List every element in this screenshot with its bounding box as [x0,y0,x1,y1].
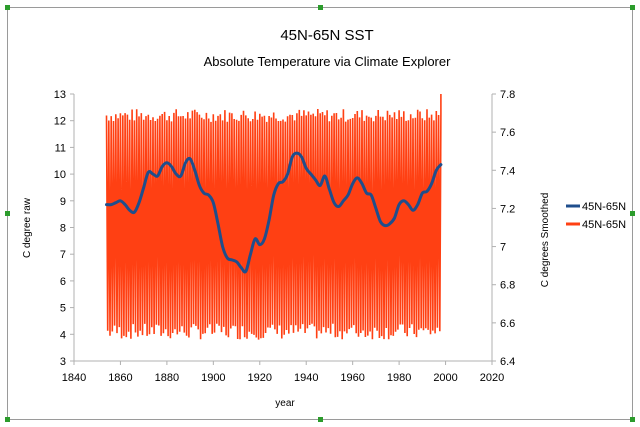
y-left-tick-label: 5 [60,303,66,315]
y-left-tick-label: 9 [60,196,66,208]
handle-top-left[interactable] [5,5,10,10]
smoothed-series-layer [105,151,443,274]
y-left-tick-label: 6 [60,276,66,288]
y-right-tick-label: 6.6 [500,318,515,330]
y-right-tick-label: 7.4 [500,165,515,177]
y-left-tick-label: 11 [55,142,66,154]
legend-label-smoothed: 45N-65N [582,201,626,213]
handle-middle-right[interactable] [630,211,635,216]
x-tick-label: 1920 [248,372,272,384]
x-tick-label: 1980 [387,372,411,384]
y-right-tick-label: 6.4 [500,356,515,368]
handle-bottom-right[interactable] [630,417,635,422]
chart-title: 45N-65N SST [280,27,373,44]
smoothed-series-line [105,151,443,274]
y-right-tick-label: 7.2 [500,203,515,215]
handle-middle-left[interactable] [5,211,10,216]
raw-series-line [105,94,442,340]
axes: 1840 1860 1880 1900 1920 1940 1960 1980 2000 2020… [54,89,516,384]
y-left-tick-label: 13 [54,89,66,101]
raw-series-layer [105,94,442,340]
y-left-tick-label: 12 [54,116,66,128]
handle-bottom-left[interactable] [5,417,10,422]
x-tick-label: 1840 [62,372,86,384]
y-left-tick-label: 8 [60,223,66,235]
chart-subtitle: Absolute Temperature via Climate Explore… [204,54,452,69]
x-tick-label: 1900 [201,372,225,384]
legend-label-raw: 45N-65N [582,219,626,231]
y-right-tick-label: 7.6 [500,127,515,139]
y-left-tick-label: 7 [60,249,66,261]
y-left-tick-label: 3 [60,356,66,368]
handle-top-center[interactable] [318,5,323,10]
y-right-tick-label: 7 [500,242,506,254]
y-right-tick-label: 7.8 [500,89,515,101]
y-axis-label-right: C degrees Smoothed [540,193,551,288]
y-left-tick-label: 4 [60,329,66,341]
plot-area [105,94,443,340]
x-tick-label: 1880 [155,372,179,384]
x-tick-label: 1860 [108,372,132,384]
legend: 45N-65N 45N-65N [566,201,626,231]
handle-bottom-center[interactable] [318,417,323,422]
selection-handles[interactable] [5,5,635,422]
x-tick-label: 2020 [480,372,504,384]
handle-top-right[interactable] [630,5,635,10]
y-right-tick-label: 6.8 [500,280,515,292]
x-tick-label: 1960 [340,372,364,384]
y-axis-label-left: C degree raw [22,197,33,258]
x-tick-label: 2000 [433,372,457,384]
x-tick-label: 1940 [294,372,318,384]
x-axis-label: year [275,398,295,409]
y-left-tick-label: 10 [54,169,66,181]
